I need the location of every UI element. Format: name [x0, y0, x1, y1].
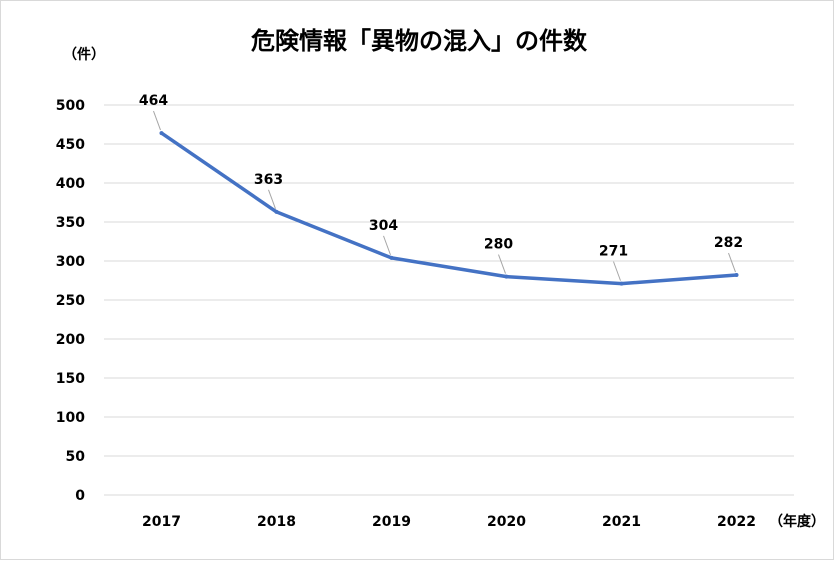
y-axis-unit: （件）	[63, 46, 105, 63]
y-tick-label: 500	[56, 98, 85, 114]
data-point	[619, 281, 624, 286]
data-point	[734, 273, 739, 278]
series-line	[159, 131, 739, 286]
label-leader-line	[728, 252, 736, 273]
y-tick-label: 0	[75, 488, 85, 504]
data-labels: 464 363 304 280 271 282	[139, 93, 743, 281]
x-tick-label: 2022	[717, 514, 756, 530]
label-leader-line	[153, 110, 161, 131]
label-leader-line	[498, 254, 506, 274]
y-tick-label: 300	[56, 254, 85, 270]
data-label: 363	[254, 172, 283, 188]
data-point	[389, 255, 394, 260]
data-label: 304	[369, 218, 398, 234]
label-leader-line	[613, 261, 621, 281]
x-axis-ticks: 2017 2018 2019 2020 2021 2022	[142, 514, 756, 530]
x-tick-label: 2017	[142, 514, 181, 530]
x-tick-label: 2019	[372, 514, 411, 530]
y-tick-label: 100	[56, 410, 85, 426]
data-label: 464	[139, 93, 168, 109]
chart-title: 危険情報「異物の混入」の件数	[251, 27, 588, 55]
x-axis-unit: （年度）	[769, 513, 825, 530]
y-tick-label: 250	[56, 293, 85, 309]
data-point	[159, 131, 164, 136]
data-label: 280	[484, 237, 513, 253]
x-tick-label: 2021	[602, 514, 641, 530]
label-leader-line	[383, 235, 391, 256]
data-point	[504, 274, 509, 279]
gridlines	[104, 104, 794, 496]
data-label: 271	[599, 244, 628, 260]
y-tick-label: 450	[56, 137, 85, 153]
x-tick-label: 2018	[257, 514, 296, 530]
y-tick-label: 350	[56, 215, 85, 231]
y-tick-label: 150	[56, 371, 85, 387]
y-tick-label: 50	[66, 449, 86, 465]
y-tick-label: 200	[56, 332, 85, 348]
series	[159, 131, 739, 286]
y-tick-label: 400	[56, 176, 85, 192]
y-axis-ticks: 0 50 100 150 200 250 300 350 400 450 500	[56, 98, 85, 504]
x-tick-label: 2020	[487, 514, 526, 530]
label-leader-line	[268, 189, 276, 210]
data-point	[274, 209, 279, 214]
data-label: 282	[714, 235, 743, 251]
